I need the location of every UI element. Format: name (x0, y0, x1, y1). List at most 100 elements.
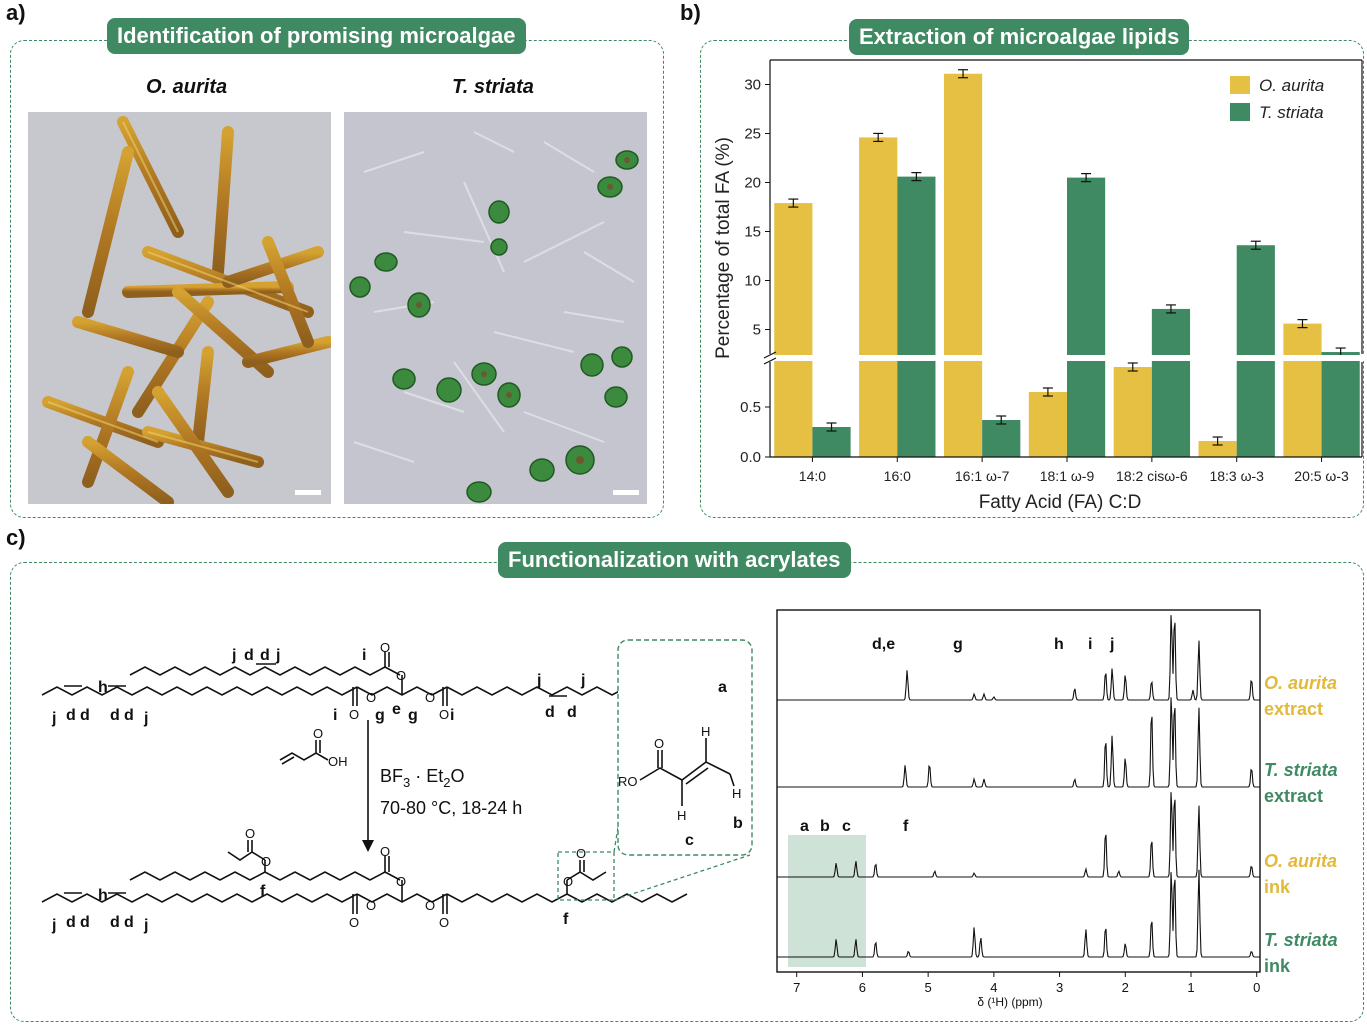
label-c: c (685, 832, 694, 849)
panel-c-title: Functionalization with acrylates (498, 542, 851, 578)
label-j: j (580, 672, 585, 689)
atom-h: H (677, 808, 686, 823)
bar-oaurita-1 (859, 137, 898, 458)
label-j: j (51, 710, 56, 727)
nmr-x-tick-label: 0 (1253, 980, 1260, 995)
atom-h: H (732, 786, 741, 801)
panel-a-label: a) (6, 0, 26, 25)
trace-2-sample: extract (1264, 786, 1323, 806)
bar-tstriata-5 (1236, 245, 1275, 457)
bar-tstriata-2 (982, 420, 1021, 457)
tstriata-image-svg (344, 112, 647, 504)
label-h: h (98, 679, 108, 696)
y-tick-label: 10 (744, 273, 761, 290)
trace-3-name: O. aurita (1264, 851, 1337, 871)
legend-label: O. aurita (1259, 76, 1324, 95)
panel-c-label: c) (6, 525, 26, 550)
peak-label-de: d,e (872, 636, 895, 653)
label-b: b (733, 815, 743, 832)
label-d: d (110, 707, 120, 724)
bar-tstriata-0 (812, 427, 851, 457)
panel-b-title: Extraction of microalgae lipids (849, 19, 1190, 55)
label-j: j (536, 672, 541, 689)
bar-oaurita-4 (1113, 367, 1152, 457)
label-d: d (545, 704, 555, 721)
y-tick-label: 20 (744, 175, 761, 192)
atom-o: O (380, 844, 390, 859)
x-tick-label: 20:5 ω-3 (1294, 468, 1349, 484)
oaurita-image-svg (28, 112, 331, 504)
label-g: g (375, 707, 385, 724)
atom-o: O (349, 707, 359, 722)
conditions-label: 70-80 °C, 18-24 h (380, 798, 522, 818)
nmr-x-axis-label: δ (¹H) (ppm) (977, 995, 1042, 1009)
nmr-trace-1 (777, 615, 1260, 701)
x-tick-label: 16:0 (884, 468, 911, 484)
tstriata-caption: T. striata (452, 76, 534, 98)
atom-o: O (654, 736, 664, 751)
atom-h: H (701, 724, 710, 739)
y-tick-label: 15 (744, 224, 761, 241)
nmr-x-tick-label: 6 (859, 980, 866, 995)
nmr-frame (776, 609, 1261, 973)
acrylate-zoom-box (617, 639, 753, 856)
bar-oaurita-5 (1198, 441, 1237, 457)
axis-break-gap (764, 355, 1364, 361)
y-tick-label: 0.5 (740, 399, 761, 416)
peak-label-f: f (903, 818, 909, 835)
oaurita-micrograph (28, 112, 331, 504)
bar-tstriata-6 (1321, 352, 1360, 457)
nmr-x-tick-label: 1 (1187, 980, 1194, 995)
label-i: i (450, 707, 454, 724)
label-i: i (362, 647, 366, 664)
chart-x-axis-label: Fatty Acid (FA) C:D (979, 492, 1142, 513)
peak-label-i: i (1088, 636, 1092, 653)
nmr-x-tick-label: 5 (925, 980, 932, 995)
label-d: d (124, 914, 134, 931)
bar-oaurita-2 (943, 73, 983, 457)
atom-o: O (425, 690, 435, 705)
label-j: j (231, 647, 236, 664)
nmr-x-tick-label: 2 (1122, 980, 1129, 995)
y-tick-label: 0.0 (740, 449, 761, 466)
atom-o: O (396, 668, 406, 683)
atom-o: O (245, 826, 255, 841)
label-j: j (275, 647, 280, 664)
peak-label-j: j (1109, 636, 1114, 653)
peak-label-c: c (842, 818, 851, 835)
x-tick-label: 14:0 (799, 468, 826, 484)
atom-o: O (366, 690, 376, 705)
nmr-x-tick-label: 3 (1056, 980, 1063, 995)
trace-1-sample: extract (1264, 699, 1323, 719)
panel-a-title: Identification of promising microalgae (107, 18, 526, 54)
legend-swatch (1230, 76, 1250, 94)
trace-4-sample: ink (1264, 956, 1291, 976)
label-j: j (143, 917, 148, 934)
label-e: e (392, 701, 401, 718)
acrylate-region-highlight (788, 835, 866, 967)
atom-o: O (396, 874, 406, 889)
bar-tstriata-3 (1067, 177, 1106, 457)
oaurita-caption: O. aurita (146, 76, 228, 98)
label-h: h (98, 887, 108, 904)
nmr-trace-2 (777, 697, 1260, 788)
atom-o: O (563, 874, 573, 889)
trace-1-name: O. aurita (1264, 673, 1337, 693)
atom-o: O (366, 898, 376, 913)
label-g: g (408, 707, 418, 724)
label-f: f (260, 883, 266, 900)
peak-label-a: a (800, 818, 809, 835)
ro-group: RO (618, 774, 638, 789)
bar-oaurita-6 (1283, 323, 1322, 457)
nmr-trace-3 (777, 792, 1260, 878)
atom-o: O (313, 726, 323, 741)
nmr-spectra: 7 6 5 4 3 2 1 0 d,e g h i j a b c f δ (¹H) (ppm… (776, 609, 1338, 1009)
nmr-x-tick-label: 4 (990, 980, 997, 995)
label-d: d (567, 704, 577, 721)
label-a: a (718, 679, 727, 696)
bar-oaurita-3 (1028, 392, 1067, 457)
y-tick-label: 30 (744, 77, 761, 94)
trace-3-sample: ink (1264, 877, 1291, 897)
x-tick-label: 16:1 ω-7 (955, 468, 1010, 484)
axis-break-mark (763, 351, 777, 359)
